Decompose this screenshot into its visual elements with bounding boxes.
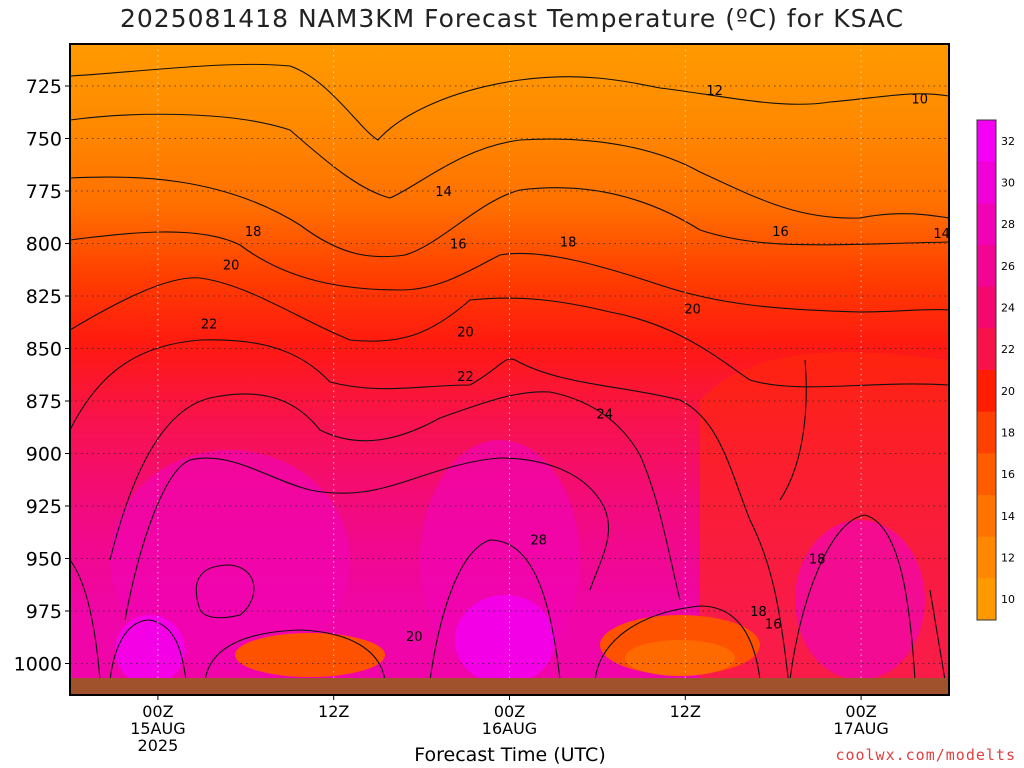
temperature-field-warm-core <box>115 615 185 685</box>
colorbar-label: 26 <box>1001 260 1015 273</box>
contour-label: 20 <box>684 303 701 318</box>
x-tick-label: 2025 <box>138 736 179 755</box>
colorbar-segment <box>977 245 996 288</box>
x-tick-label: 12Z <box>670 702 701 721</box>
colorbar-segment <box>977 286 996 329</box>
ground-surface <box>70 678 949 695</box>
contour-label: 20 <box>406 630 423 645</box>
contour-label: 10 <box>911 93 928 108</box>
x-tick-label: 16AUG <box>482 719 537 738</box>
isotherm-line <box>70 277 949 388</box>
y-tick-label: 1000 <box>14 654 62 676</box>
isotherm-line <box>70 113 949 219</box>
y-tick-label: 775 <box>26 181 62 203</box>
contour-label: 14 <box>933 227 950 242</box>
colorbar-label: 24 <box>1001 302 1015 315</box>
contour-label: 18 <box>560 235 577 250</box>
y-tick-label: 975 <box>26 601 62 623</box>
colorbar-label: 28 <box>1001 218 1015 231</box>
temperature-field-cool-pool <box>625 640 735 676</box>
x-tick-label: 00Z <box>142 702 173 721</box>
colorbar-segment <box>977 120 996 163</box>
credit-link[interactable]: coolwx.com/modelts <box>835 746 1016 764</box>
contour-label: 14 <box>435 185 452 200</box>
colorbar-segment <box>977 578 996 621</box>
chart-title: 2025081418 NAM3KM Forecast Temperature (… <box>119 4 905 33</box>
y-tick-label: 950 <box>26 549 62 571</box>
colorbar-label: 14 <box>1001 510 1015 523</box>
y-tick-label: 800 <box>26 234 62 256</box>
y-tick-label: 875 <box>26 391 62 413</box>
x-tick-label: 12Z <box>318 702 349 721</box>
colorbar-frame <box>976 119 997 621</box>
colorbar-label: 18 <box>1001 427 1015 440</box>
isotherm-line <box>109 391 681 601</box>
contour-label: 28 <box>531 534 548 549</box>
contour-label: 24 <box>596 408 613 423</box>
x-axis-title: Forecast Time (UTC) <box>414 744 606 766</box>
contour-label: 18 <box>245 225 262 240</box>
isotherm-line <box>429 539 561 681</box>
contour-label: 22 <box>457 370 474 385</box>
temperature-field-warm-core <box>795 520 925 680</box>
colorbar-segment <box>977 203 996 246</box>
colorbar-label: 20 <box>1001 385 1015 398</box>
contour-label: 16 <box>765 618 782 633</box>
x-tick-label: 00Z <box>494 702 525 721</box>
colorbar-label: 30 <box>1001 177 1015 190</box>
isotherm-line <box>109 619 187 681</box>
isotherm-line <box>70 63 949 141</box>
y-tick-label: 725 <box>26 76 62 98</box>
contour-label: 22 <box>201 317 218 332</box>
y-tick-label: 750 <box>26 129 62 151</box>
isotherm-line <box>124 457 610 621</box>
isotherm-line <box>789 514 916 681</box>
contour-label: 18 <box>809 553 826 568</box>
isotherm-line <box>929 589 946 681</box>
colorbar-segment <box>977 453 996 496</box>
contour-label: 20 <box>223 259 240 274</box>
colorbar-label: 16 <box>1001 468 1015 481</box>
isotherm-line <box>594 605 761 681</box>
y-tick-label: 825 <box>26 286 62 308</box>
contour-label: 18 <box>750 605 767 620</box>
contour-label: 12 <box>706 84 723 99</box>
contour-label: 16 <box>450 238 467 253</box>
x-tick-label: 00Z <box>845 702 876 721</box>
colorbar-segment <box>977 328 996 371</box>
x-tick-label: 15AUG <box>130 719 185 738</box>
temperature-field-cool-pool <box>235 633 385 677</box>
isotherm-line <box>195 564 255 619</box>
y-tick-label: 925 <box>26 496 62 518</box>
colorbar-label: 22 <box>1001 343 1015 356</box>
colorbar-segment <box>977 370 996 413</box>
y-tick-label: 900 <box>26 444 62 466</box>
colorbar-label: 32 <box>1001 135 1015 148</box>
colorbar-label: 10 <box>1001 593 1015 606</box>
colorbar-segment <box>977 161 996 204</box>
x-tick-label: 17AUG <box>833 719 888 738</box>
colorbar-segment <box>977 495 996 538</box>
colorbar-segment <box>977 411 996 454</box>
temperature-field-warm-core <box>455 595 555 685</box>
temperature-field-warm-core <box>110 450 350 670</box>
isotherm-line <box>779 359 807 501</box>
isotherm-line <box>70 231 949 313</box>
colorbar-segment <box>977 536 996 579</box>
y-tick-label: 850 <box>26 339 62 361</box>
isotherm-line <box>70 339 791 695</box>
isotherm-line <box>70 559 101 681</box>
contour-label: 16 <box>772 225 789 240</box>
contour-label: 20 <box>457 326 474 341</box>
isotherm-line <box>204 629 386 681</box>
isotherm-line <box>70 176 949 258</box>
colorbar-label: 12 <box>1001 552 1015 565</box>
